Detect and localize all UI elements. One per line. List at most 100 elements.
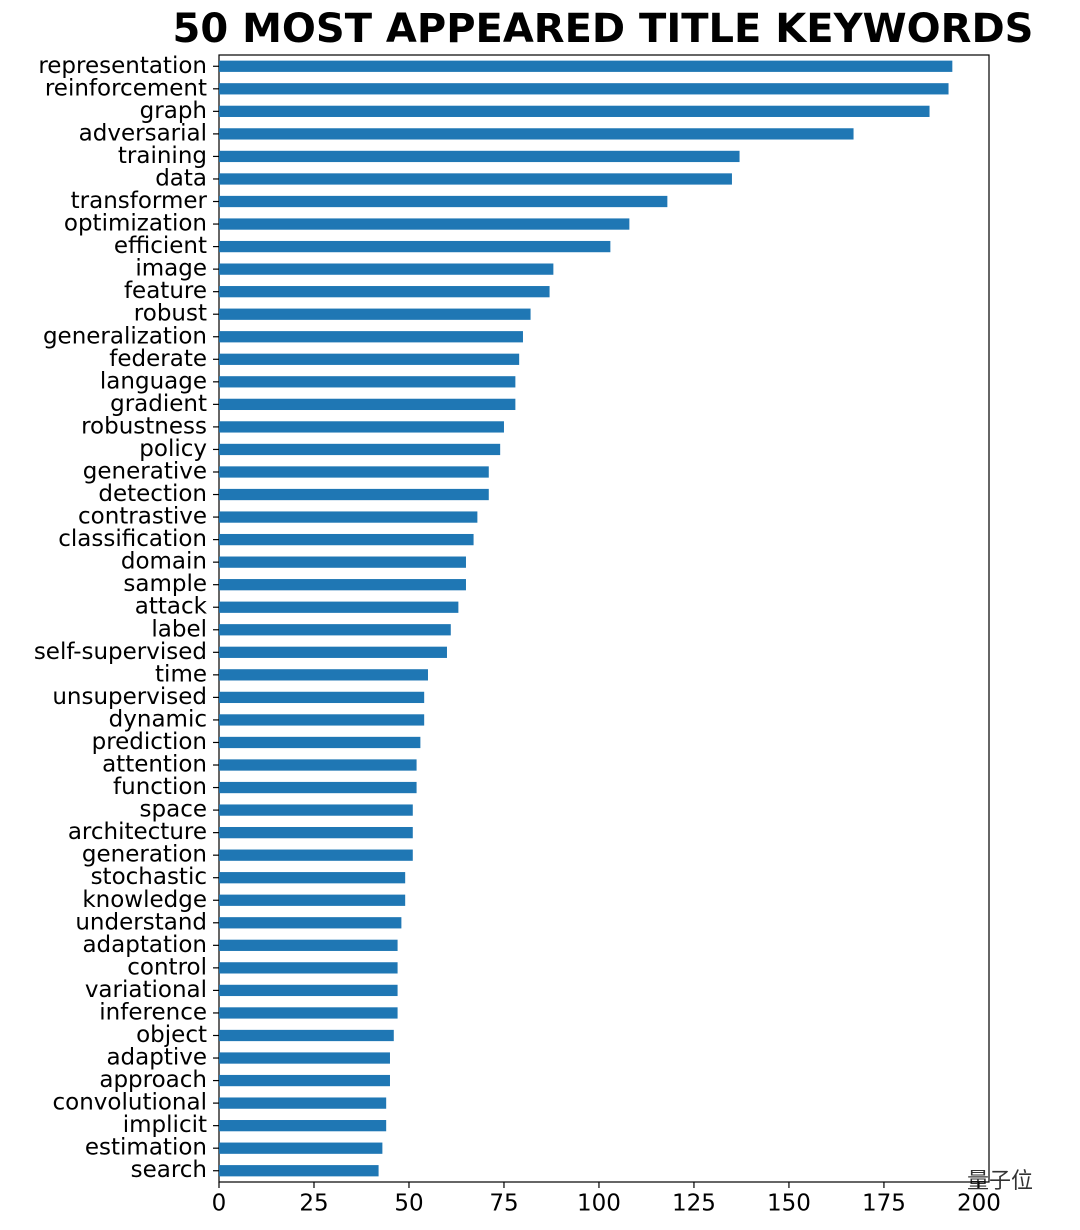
bar <box>219 286 550 298</box>
bar <box>219 398 516 411</box>
bar <box>219 308 531 320</box>
y-tick-label: efficient <box>114 233 207 259</box>
bar <box>219 466 489 478</box>
y-tick-label: object <box>136 1022 207 1048</box>
bar <box>219 646 447 658</box>
y-tick-label: generation <box>82 842 207 868</box>
y-tick-label: data <box>155 165 207 191</box>
y-tick-label: variational <box>85 977 207 1003</box>
y-tick-label: convolutional <box>53 1090 208 1116</box>
y-tick-label: self-supervised <box>34 639 207 665</box>
y-tick-label: function <box>113 774 207 800</box>
bar <box>219 714 425 726</box>
y-tick-label: control <box>127 954 207 980</box>
y-tick-label: stochastic <box>91 864 207 890</box>
bar <box>219 669 428 681</box>
y-tick-label: time <box>155 661 207 687</box>
bar <box>219 218 630 230</box>
bar <box>219 443 501 456</box>
bar <box>219 849 413 861</box>
x-tick-label: 175 <box>862 1191 906 1217</box>
x-tick-label: 75 <box>489 1191 518 1217</box>
bar <box>219 173 732 185</box>
plot-frame <box>218 54 990 1183</box>
y-tick-label: generalization <box>43 323 207 349</box>
bar <box>219 421 504 433</box>
bar <box>219 1142 383 1154</box>
y-tick-label: feature <box>124 278 207 304</box>
bar <box>219 376 516 388</box>
bar <box>219 1097 387 1109</box>
y-tick-label: policy <box>139 436 207 462</box>
bar <box>219 1029 394 1042</box>
y-tick-label: image <box>135 256 207 282</box>
bar <box>219 240 611 253</box>
y-tick-label: gradient <box>110 391 207 417</box>
y-tick-label: language <box>100 368 207 394</box>
bar <box>219 511 478 523</box>
bar <box>219 826 413 839</box>
y-tick-label: implicit <box>123 1112 207 1138</box>
x-tick-label: 50 <box>394 1191 423 1217</box>
bar <box>219 1007 398 1019</box>
bar <box>219 150 740 163</box>
bar <box>219 331 523 343</box>
y-tick-label: detection <box>98 481 207 507</box>
bar <box>219 736 421 749</box>
y-tick-label: optimization <box>64 211 207 237</box>
y-tick-label: adversarial <box>79 120 207 146</box>
y-tick-label: label <box>151 616 207 642</box>
y-tick-label: attack <box>135 594 208 620</box>
bar <box>219 1165 379 1177</box>
bar <box>219 83 949 95</box>
y-tick-label: transformer <box>71 188 208 214</box>
bar <box>219 263 554 275</box>
y-tick-label: reinforcement <box>45 75 207 101</box>
bar <box>219 894 406 906</box>
bar <box>219 962 398 974</box>
y-tick-label: robustness <box>81 413 207 439</box>
y-tick-label: understand <box>75 909 207 935</box>
y-tick-label: representation <box>38 53 207 79</box>
y-tick-label: architecture <box>68 819 207 845</box>
bar <box>219 917 402 929</box>
x-tick-label: 0 <box>212 1191 227 1217</box>
y-tick-label: contrastive <box>78 504 207 530</box>
bar <box>219 353 520 365</box>
y-tick-label: generative <box>83 458 207 484</box>
bar <box>219 105 930 117</box>
y-tick-label: domain <box>121 549 207 575</box>
bar <box>219 1120 387 1132</box>
bar <box>219 579 466 591</box>
y-tick-label: dynamic <box>109 706 207 732</box>
y-tick-label: adaptive <box>106 1045 207 1071</box>
y-tick-label: classification <box>58 526 207 552</box>
x-tick-label: 100 <box>577 1191 621 1217</box>
bar <box>219 624 451 636</box>
y-tick-label: space <box>140 797 207 823</box>
bar <box>219 533 474 546</box>
y-tick-label: unsupervised <box>52 684 207 710</box>
bar <box>219 60 953 72</box>
bar <box>219 781 417 794</box>
bar <box>219 128 854 140</box>
y-tick-label: attention <box>102 752 207 778</box>
x-tick-label: 150 <box>767 1191 811 1217</box>
y-tick-label: graph <box>140 98 207 124</box>
bar <box>219 984 398 997</box>
bar <box>219 488 489 501</box>
y-tick-label: robust <box>134 301 207 327</box>
bar <box>219 556 466 568</box>
y-tick-label: training <box>118 143 207 169</box>
y-tick-label: estimation <box>85 1135 207 1161</box>
bar <box>219 759 417 771</box>
y-tick-label: prediction <box>92 729 207 755</box>
bar <box>219 939 398 951</box>
bar <box>219 691 425 704</box>
x-tick-label: 200 <box>957 1191 1001 1217</box>
y-tick-label: adaptation <box>82 932 207 958</box>
bar <box>219 804 413 816</box>
y-tick-label: federate <box>109 346 207 372</box>
bar <box>219 195 668 208</box>
